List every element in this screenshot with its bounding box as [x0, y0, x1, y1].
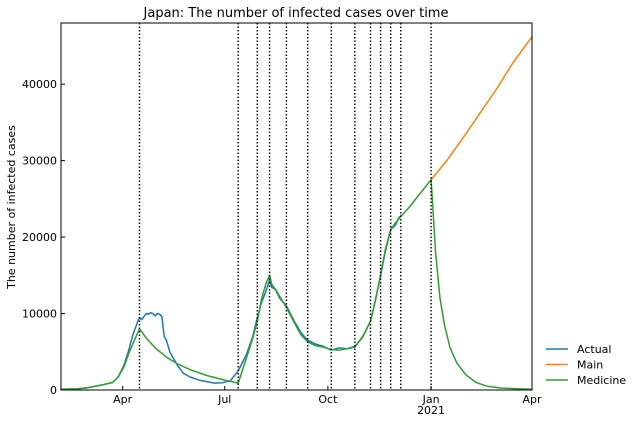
legend: Actual Main Medicine [546, 343, 626, 387]
legend-label-medicine: Medicine [577, 374, 626, 387]
y-tick-label: 0 [50, 384, 57, 397]
x-tick-label: Jul [217, 393, 231, 406]
change-point-lines [138, 23, 432, 390]
x-tick-label: Apr [522, 393, 542, 406]
y-axis: 0 10000 20000 30000 40000 [22, 78, 65, 397]
legend-label-actual: Actual [577, 343, 611, 356]
plot-lines [60, 36, 533, 390]
y-tick-label: 30000 [22, 155, 57, 168]
series-line-medicine [60, 178, 533, 390]
y-axis-title: The number of infected cases [5, 125, 18, 290]
x-tick-label: Jan [422, 393, 440, 406]
y-tick-label: 10000 [22, 308, 57, 321]
x-tick-label: Oct [318, 393, 338, 406]
legend-label-main: Main [577, 359, 603, 372]
y-axis-title-group: The number of infected cases [5, 125, 18, 290]
x-tick-label: Apr [113, 393, 133, 406]
y-tick-label: 40000 [22, 78, 57, 91]
plot-frame [60, 22, 533, 391]
series-line-actual [60, 214, 402, 390]
chart-title: Japan: The number of infected cases over… [143, 6, 449, 21]
x-tick-sublabel: 2021 [417, 404, 445, 417]
y-tick-label: 20000 [22, 231, 57, 244]
series-line-main [430, 36, 533, 181]
